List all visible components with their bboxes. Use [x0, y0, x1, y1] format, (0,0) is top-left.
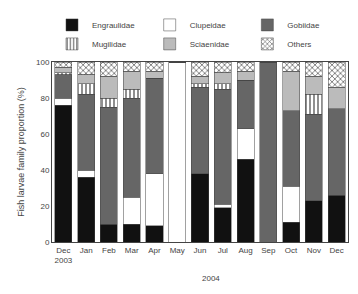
svg-text:Jan: Jan: [80, 246, 93, 255]
svg-text:Oct: Oct: [285, 246, 298, 255]
svg-text:80: 80: [40, 94, 49, 103]
svg-text:May: May: [170, 246, 185, 255]
svg-text:Aug: Aug: [238, 246, 252, 255]
svg-text:Mugilidae: Mugilidae: [92, 40, 127, 49]
svg-text:Sciaenidae: Sciaenidae: [190, 40, 230, 49]
svg-text:Sep: Sep: [261, 246, 276, 255]
svg-text:Dec2003: Dec2003: [54, 246, 72, 265]
svg-text:Engraulidae: Engraulidae: [92, 21, 135, 30]
svg-text:Apr: Apr: [148, 246, 161, 255]
svg-text:Mar: Mar: [125, 246, 139, 255]
svg-text:Gobiidae: Gobiidae: [287, 21, 320, 30]
svg-text:Clupeidae: Clupeidae: [190, 21, 227, 30]
svg-text:Nov: Nov: [307, 246, 321, 255]
svg-text:Others: Others: [287, 40, 311, 49]
svg-text:40: 40: [40, 166, 49, 175]
svg-text:0: 0: [45, 238, 50, 247]
svg-text:Jul: Jul: [218, 246, 228, 255]
svg-text:Fish larvae family proportion: Fish larvae family proportion (%): [16, 87, 26, 217]
svg-text:100: 100: [36, 58, 50, 67]
svg-text:20: 20: [40, 202, 49, 211]
svg-text:Dec: Dec: [330, 246, 344, 255]
svg-text:60: 60: [40, 130, 49, 139]
svg-text:Feb: Feb: [102, 246, 116, 255]
svg-text:2004: 2004: [202, 274, 220, 283]
svg-text:Jun: Jun: [194, 246, 207, 255]
